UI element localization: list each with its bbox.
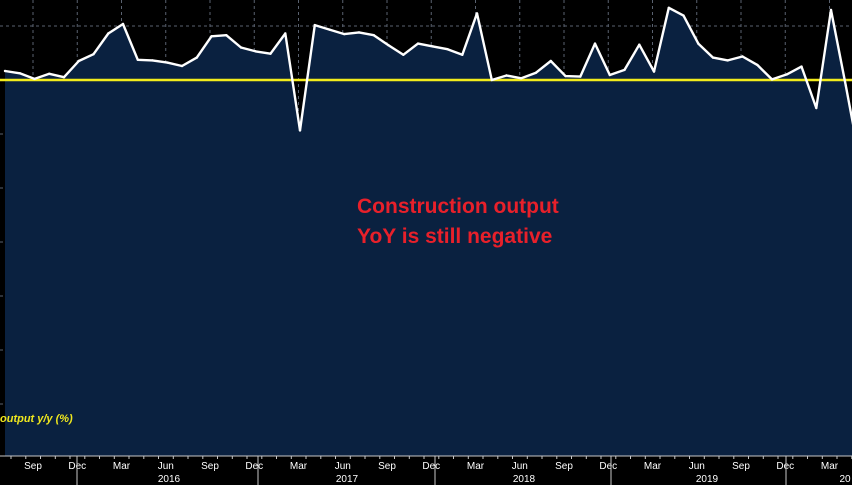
data-point: [313, 23, 316, 27]
data-point: [770, 78, 774, 81]
x-year-label: 2016: [158, 474, 181, 485]
data-point: [564, 74, 567, 78]
data-point: [505, 74, 508, 77]
annotation-line-1: Construction output: [357, 195, 559, 218]
data-point: [328, 28, 331, 31]
x-month-tick-label: Sep: [201, 461, 219, 472]
data-point: [92, 53, 95, 56]
data-point: [475, 12, 479, 15]
x-month-tick-label: Sep: [732, 461, 750, 472]
data-point: [357, 31, 361, 34]
data-point: [756, 63, 759, 67]
data-point: [711, 56, 715, 59]
data-point: [284, 32, 287, 35]
data-point: [77, 59, 81, 63]
x-month-tick-label: Sep: [378, 461, 396, 472]
data-point: [815, 106, 818, 110]
data-point: [520, 77, 523, 80]
data-point: [593, 42, 597, 45]
data-point: [180, 64, 184, 68]
data-point: [800, 65, 803, 68]
data-point: [387, 44, 390, 47]
data-point: [785, 73, 788, 76]
data-point: [107, 32, 110, 35]
x-year-label: 2018: [513, 474, 536, 485]
x-month-tick-label: Mar: [644, 461, 662, 472]
data-point: [461, 53, 464, 56]
data-point: [343, 32, 346, 36]
data-point: [239, 46, 243, 49]
data-point: [431, 45, 434, 48]
x-month-tick-label: Mar: [821, 461, 839, 472]
x-month-tick-label: Dec: [422, 461, 440, 472]
x-month-tick-label: Jun: [335, 461, 351, 472]
x-month-tick-label: Dec: [599, 461, 617, 472]
x-month-tick-label: Mar: [290, 461, 308, 472]
data-point: [446, 48, 449, 51]
x-month-tick-label: Sep: [555, 461, 573, 472]
data-point: [579, 75, 582, 78]
data-point: [18, 72, 21, 75]
x-year-label: 2019: [696, 474, 719, 485]
x-year-label: 2017: [336, 474, 359, 485]
data-point: [682, 14, 685, 17]
data-point: [298, 129, 302, 132]
data-point: [829, 8, 833, 12]
data-point: [741, 55, 744, 58]
data-point: [608, 73, 611, 77]
data-point: [269, 52, 272, 55]
x-month-tick-label: Mar: [113, 461, 131, 472]
x-axis-ticks: Sep Dec Mar Jun Sep Dec Mar Jun Sep Dec Mar Jun Sep D…: [10, 456, 852, 485]
series-line: [4, 6, 852, 132]
data-point: [62, 76, 66, 79]
x-month-tick-label: Mar: [467, 461, 485, 472]
data-point: [549, 59, 552, 63]
data-point: [254, 50, 257, 53]
data-point: [151, 59, 154, 62]
x-month-tick-label: Dec: [776, 461, 794, 472]
chart-annotation: Construction output YoY is still negativ…: [357, 192, 559, 252]
series-area-fill: [5, 7, 852, 456]
data-point: [225, 34, 228, 37]
x-month-tick-label: Jun: [689, 461, 705, 472]
data-point: [623, 68, 626, 72]
data-point: [33, 77, 36, 81]
data-point: [416, 42, 420, 45]
data-point: [638, 43, 641, 46]
data-point: [726, 59, 729, 62]
data-point: [372, 34, 375, 37]
data-point: [3, 69, 7, 73]
data-point: [490, 78, 493, 82]
data-point: [697, 42, 700, 45]
x-month-tick-label: Jun: [158, 461, 174, 472]
legend-label: output y/y (%): [0, 413, 73, 425]
x-month-tick-label: Sep: [24, 461, 42, 472]
data-point: [136, 58, 139, 61]
x-month-tick-label: Jun: [512, 461, 528, 472]
data-point: [121, 22, 125, 26]
data-point: [210, 35, 213, 38]
data-point: [534, 71, 538, 74]
data-points: [3, 6, 847, 132]
x-month-tick-label: Dec: [245, 461, 263, 472]
data-point: [48, 72, 51, 76]
data-point: [166, 61, 169, 64]
data-point: [652, 70, 656, 73]
data-point: [667, 6, 670, 9]
data-point: [195, 56, 198, 59]
annotation-line-2: YoY is still negative: [357, 225, 553, 248]
x-year-label: 20: [839, 474, 851, 485]
data-point: [402, 53, 405, 56]
data-point: [844, 84, 847, 87]
